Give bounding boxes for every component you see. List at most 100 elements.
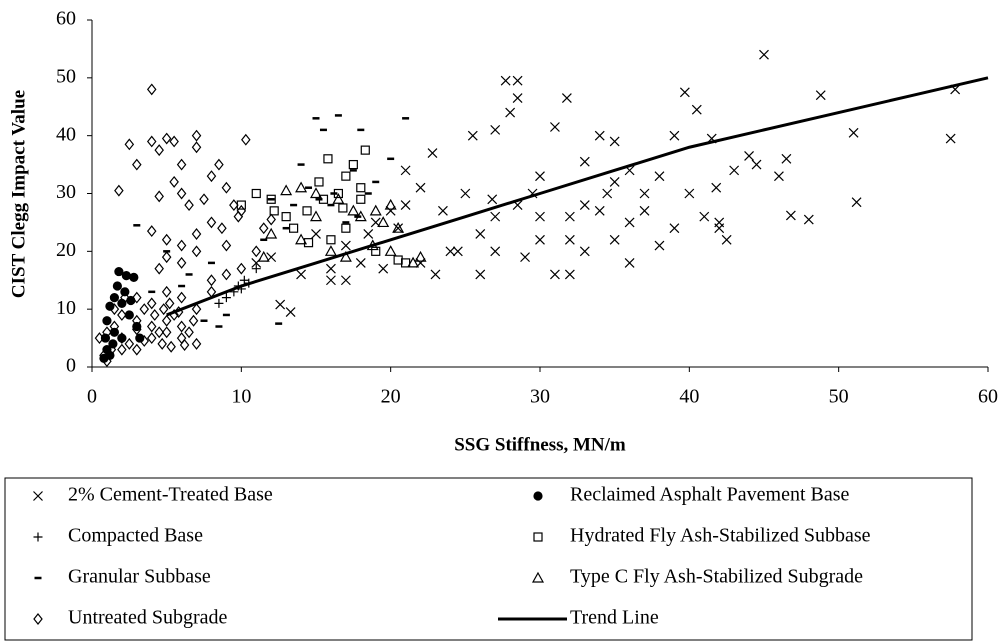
point — [266, 213, 276, 226]
point — [179, 339, 190, 351]
point — [164, 297, 175, 310]
point — [467, 130, 478, 141]
point — [691, 104, 702, 115]
point — [500, 75, 511, 86]
y-tick-label: 50 — [56, 65, 76, 87]
y-tick-label: 20 — [56, 239, 76, 261]
point — [236, 204, 247, 217]
point — [176, 239, 187, 252]
point — [269, 206, 279, 216]
point — [109, 293, 120, 303]
point — [393, 255, 403, 265]
point — [561, 93, 572, 103]
legend-marker — [533, 491, 543, 501]
point — [117, 343, 127, 356]
point — [281, 212, 291, 222]
point — [851, 197, 862, 208]
point — [340, 275, 351, 286]
point — [146, 225, 157, 238]
point — [296, 269, 306, 280]
point — [221, 268, 232, 281]
point — [414, 250, 427, 262]
point — [356, 183, 366, 193]
point — [326, 235, 336, 245]
point — [265, 227, 278, 239]
point — [132, 291, 142, 304]
point — [303, 238, 314, 248]
point — [759, 49, 769, 60]
y-axis-title: CIST Clegg Impact Value — [8, 90, 29, 298]
x-axis-title: SSG Stiffness, MN/m — [454, 434, 626, 455]
point — [191, 141, 202, 154]
legend-label: Compacted Base — [68, 525, 203, 547]
point — [295, 233, 308, 245]
point — [176, 291, 187, 304]
point — [392, 221, 405, 233]
point — [356, 194, 366, 204]
point — [400, 165, 411, 176]
point — [699, 211, 710, 222]
point — [602, 188, 613, 199]
point — [191, 245, 202, 258]
point — [191, 303, 202, 316]
point — [339, 250, 352, 262]
point — [169, 175, 179, 188]
legend-label: Untreated Subgrade — [68, 607, 228, 629]
point — [109, 320, 120, 333]
point — [803, 214, 814, 225]
point — [579, 246, 590, 257]
legend-marker — [533, 532, 543, 542]
y-tick-label: 0 — [66, 355, 76, 377]
point — [206, 216, 217, 229]
point — [112, 281, 122, 291]
x-tick-label: 0 — [87, 386, 97, 408]
point — [146, 332, 157, 345]
point — [338, 203, 348, 213]
point — [251, 245, 262, 258]
point — [132, 314, 142, 327]
point — [564, 211, 575, 222]
point — [251, 188, 261, 199]
point — [221, 239, 232, 252]
x-tick-label: 60 — [978, 386, 998, 408]
point — [120, 291, 130, 304]
point — [117, 308, 127, 321]
point — [129, 272, 139, 282]
point — [550, 122, 560, 132]
point — [161, 132, 172, 145]
point — [188, 314, 199, 327]
x-tick-label: 30 — [530, 386, 550, 408]
point — [206, 274, 217, 287]
point — [161, 251, 172, 264]
x-tick-label: 20 — [381, 386, 401, 408]
point — [535, 211, 545, 222]
point — [214, 158, 224, 171]
point — [348, 159, 358, 170]
point — [295, 181, 308, 193]
point — [114, 184, 124, 197]
point — [132, 158, 142, 171]
point — [302, 206, 312, 216]
point — [124, 138, 135, 151]
point — [109, 303, 120, 316]
point — [161, 285, 172, 298]
point — [117, 298, 127, 308]
point — [460, 188, 471, 199]
legend-marker — [33, 532, 43, 542]
point — [512, 75, 523, 86]
legend-label: Type C Fly Ash-Stabilized Subgrade — [570, 566, 863, 588]
point — [146, 320, 157, 333]
point — [579, 156, 590, 167]
x-tick-label: 50 — [829, 386, 849, 408]
point — [117, 332, 127, 345]
point — [438, 205, 448, 216]
point — [452, 246, 463, 257]
point — [378, 263, 389, 274]
point — [258, 222, 269, 235]
point — [347, 204, 360, 216]
legend-label: 2% Cement-Treated Base — [68, 484, 273, 506]
point — [393, 223, 404, 234]
point — [624, 217, 635, 228]
point — [341, 223, 351, 233]
point — [176, 187, 187, 200]
